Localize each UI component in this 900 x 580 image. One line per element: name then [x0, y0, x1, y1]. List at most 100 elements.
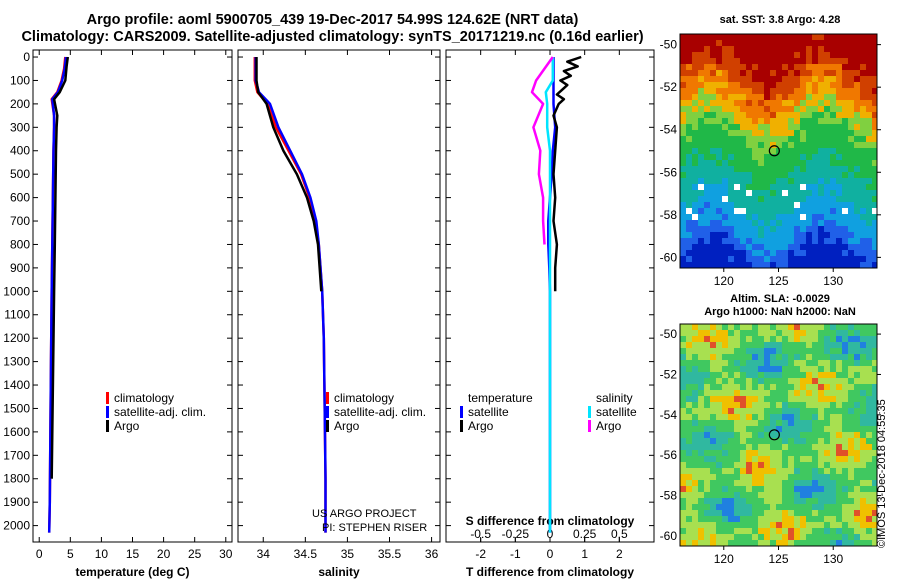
map-cell	[746, 202, 752, 208]
map-cell	[692, 498, 698, 504]
map-cell	[866, 504, 872, 510]
map-cell	[812, 366, 818, 372]
x-tick-label: 20	[157, 547, 171, 561]
map-cell	[860, 130, 866, 136]
legend-label-argo: Argo	[334, 419, 360, 433]
map-cell	[776, 426, 782, 432]
map-cell	[770, 372, 776, 378]
map-cell	[872, 142, 877, 148]
map-cell	[854, 480, 860, 486]
map-cell	[740, 40, 746, 46]
map-cell	[710, 100, 716, 106]
map-cell	[794, 106, 800, 112]
map-cell	[776, 444, 782, 450]
map-cell	[776, 486, 782, 492]
map-cell	[710, 76, 716, 82]
map-cell	[716, 504, 722, 510]
map-cell	[872, 408, 877, 414]
map-cell	[728, 178, 734, 184]
map-cell	[704, 384, 710, 390]
map-cell	[788, 238, 794, 244]
map-cell	[704, 160, 710, 166]
map-cell	[794, 184, 800, 190]
map-cell	[692, 522, 698, 528]
map-cell	[734, 76, 740, 82]
map-cell	[788, 178, 794, 184]
map-cell	[716, 220, 722, 226]
map-cell	[728, 160, 734, 166]
map-cell	[710, 468, 716, 474]
map-cell	[722, 366, 728, 372]
map-cell	[836, 154, 842, 160]
map-cell	[758, 238, 764, 244]
map-cell	[794, 88, 800, 94]
map-cell	[782, 462, 788, 468]
map-cell	[788, 166, 794, 172]
map-cell	[782, 516, 788, 522]
map-cell	[806, 250, 812, 256]
map-cell	[746, 528, 752, 534]
map-cell	[752, 408, 758, 414]
map-cell	[764, 190, 770, 196]
map-cell	[692, 432, 698, 438]
map-cell	[818, 468, 824, 474]
map-cell	[836, 378, 842, 384]
map-cell	[692, 94, 698, 100]
map-cell	[806, 522, 812, 528]
map-cell	[746, 46, 752, 52]
legend-label-satellite: satellite-adj. clim.	[334, 405, 426, 419]
map-cell	[848, 384, 854, 390]
map-cell	[722, 160, 728, 166]
map-cell	[782, 420, 788, 426]
map-cell	[698, 76, 704, 82]
map-cell	[824, 324, 830, 330]
argo-float-marker	[768, 145, 780, 157]
map-cell	[680, 480, 686, 486]
map-cell	[788, 372, 794, 378]
map-cell	[842, 46, 848, 52]
map-cell	[728, 432, 734, 438]
map-cell	[800, 262, 806, 268]
map-cell	[704, 504, 710, 510]
map-cell	[854, 360, 860, 366]
map-cell	[854, 244, 860, 250]
map-cell	[764, 256, 770, 262]
map-cell	[842, 426, 848, 432]
legend-label-s-argo: Argo	[596, 419, 622, 433]
map-cell	[848, 456, 854, 462]
map-cell	[788, 250, 794, 256]
map-cell	[752, 196, 758, 202]
map-cell	[836, 390, 842, 396]
map-cell	[716, 160, 722, 166]
map-cell	[686, 202, 692, 208]
map-cell	[764, 516, 770, 522]
map-cell	[836, 106, 842, 112]
map-cell	[806, 492, 812, 498]
map-cell	[872, 52, 877, 58]
map-cell	[812, 486, 818, 492]
map-cell	[788, 444, 794, 450]
lat-tick-label: -60	[660, 250, 678, 264]
map-cell	[860, 408, 866, 414]
map-cell	[746, 106, 752, 112]
map-cell	[830, 324, 836, 330]
map-cell	[860, 34, 866, 40]
map-cell	[686, 148, 692, 154]
map-cell	[704, 480, 710, 486]
map-cell	[710, 426, 716, 432]
map-cell	[692, 262, 698, 268]
map-cell	[776, 450, 782, 456]
map-cell	[872, 178, 877, 184]
map-cell	[776, 390, 782, 396]
map-cell	[812, 52, 818, 58]
map-cell	[740, 64, 746, 70]
map-cell	[716, 118, 722, 124]
map-cell	[806, 528, 812, 534]
map-cell	[764, 124, 770, 130]
map-cell	[866, 118, 872, 124]
map-cell	[860, 154, 866, 160]
map-cell	[788, 58, 794, 64]
map-cell	[854, 420, 860, 426]
map-cell	[848, 366, 854, 372]
map-cell	[740, 486, 746, 492]
